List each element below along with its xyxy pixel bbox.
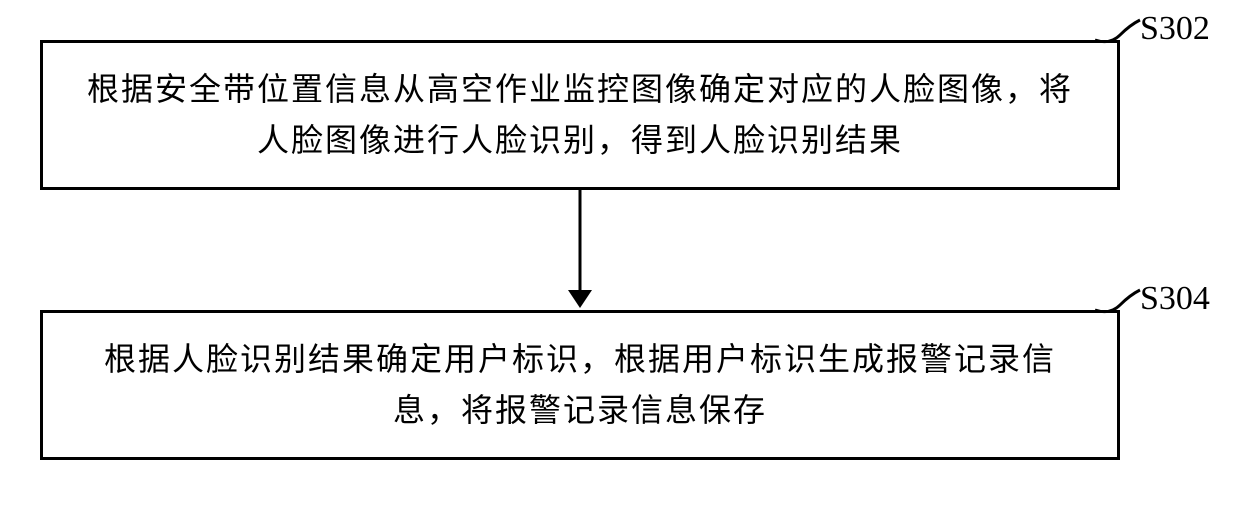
step-text: 根据安全带位置信息从高空作业监控图像确定对应的人脸图像，将人脸图像进行人脸识别，… <box>73 64 1087 166</box>
step-text: 根据人脸识别结果确定用户标识，根据用户标识生成报警记录信息，将报警记录信息保存 <box>73 334 1087 436</box>
flowchart-connector-line <box>579 190 582 290</box>
flowchart-step-box: 根据人脸识别结果确定用户标识，根据用户标识生成报警记录信息，将报警记录信息保存 <box>40 310 1120 460</box>
step-label: S304 <box>1140 280 1210 318</box>
flowchart-step-box: 根据安全带位置信息从高空作业监控图像确定对应的人脸图像，将人脸图像进行人脸识别，… <box>40 40 1120 190</box>
flowchart-arrow-head <box>568 290 592 308</box>
step-label: S302 <box>1140 10 1210 48</box>
